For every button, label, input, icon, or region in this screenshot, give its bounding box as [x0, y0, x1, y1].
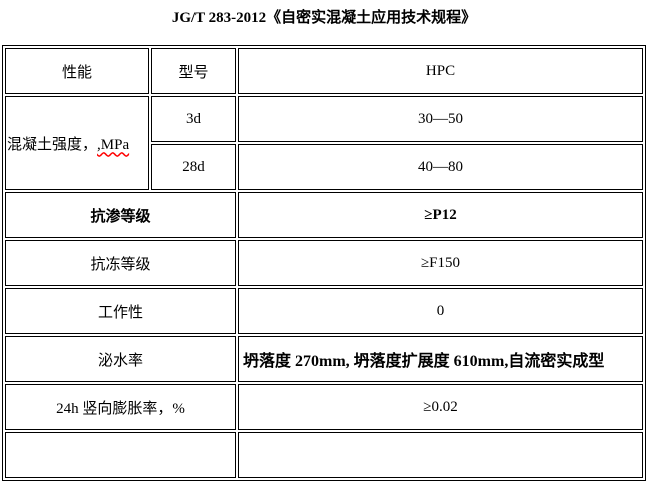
workability-value: 0	[238, 288, 643, 334]
strength-label: 混凝土强度，	[7, 136, 98, 153]
table-row-strength-28d: 28d 40—80	[5, 144, 643, 190]
table-row-workability: 工作性 0	[5, 288, 643, 334]
table-row-impermeability: 抗渗等级 ≥P12	[5, 192, 643, 238]
page-title: JG/T 283-2012《自密实混凝土应用技术规程》	[171, 10, 477, 26]
table-header-row: 性能 型号 HPC	[5, 48, 643, 94]
frost-resistance-label: 抗冻等级	[5, 240, 236, 286]
strength-unit-misspelled: ,MPa	[97, 136, 130, 153]
table-row-clipped	[5, 432, 643, 478]
strength-age-3d: 3d	[151, 96, 236, 142]
clipped-cell-right	[238, 432, 643, 478]
frost-resistance-value: ≥F150	[238, 240, 643, 286]
header-cell-product: HPC	[238, 48, 643, 94]
table-row-bleeding-rate: 泌水率 坍落度 270mm, 坍落度扩展度 610mm,自流密实成型	[5, 336, 643, 382]
expansion-rate-label: 24h 竖向膨胀率，%	[5, 384, 236, 430]
workability-label: 工作性	[5, 288, 236, 334]
table-row-frost-resistance: 抗冻等级 ≥F150	[5, 240, 643, 286]
strength-age-28d: 28d	[151, 144, 236, 190]
table-row-strength-3d: 混凝土强度，,MPa 3d 30—50	[5, 96, 643, 190]
impermeability-value: ≥P12	[238, 192, 643, 238]
bleeding-rate-value: 坍落度 270mm, 坍落度扩展度 610mm,自流密实成型	[238, 336, 643, 382]
table-row-expansion-rate: 24h 竖向膨胀率，% ≥0.02	[5, 384, 643, 430]
expansion-rate-value: ≥0.02	[238, 384, 643, 430]
strength-value-28d: 40—80	[238, 144, 643, 190]
header-cell-performance: 性能	[5, 48, 149, 94]
clipped-cell-left	[5, 432, 236, 478]
impermeability-label: 抗渗等级	[5, 192, 236, 238]
bleeding-rate-label: 泌水率	[5, 336, 236, 382]
strength-value-3d: 30—50	[238, 96, 643, 142]
strength-label-cell: 混凝土强度，,MPa	[5, 96, 149, 190]
concrete-spec-table: 性能 型号 HPC 混凝土强度，,MPa 3d 30—50 28d 40—80 …	[2, 45, 646, 481]
header-cell-model: 型号	[151, 48, 236, 94]
